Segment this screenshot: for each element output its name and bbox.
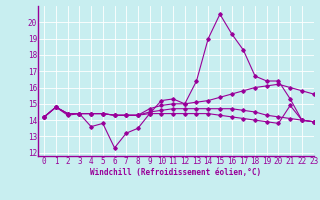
X-axis label: Windchill (Refroidissement éolien,°C): Windchill (Refroidissement éolien,°C): [91, 168, 261, 177]
